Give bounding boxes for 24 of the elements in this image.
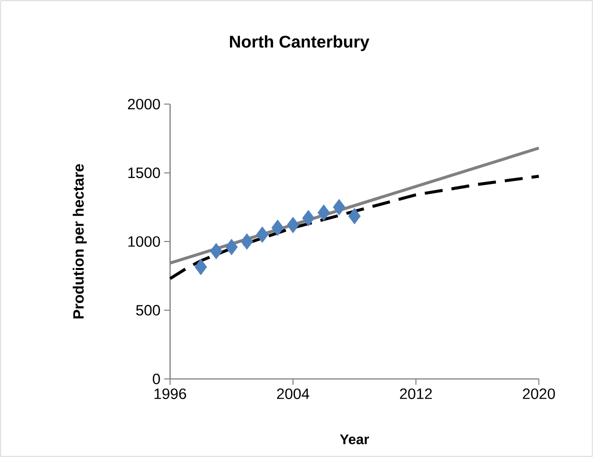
y-tick-label: 1500 xyxy=(128,167,160,178)
point xyxy=(348,208,361,224)
point xyxy=(194,258,208,276)
point xyxy=(210,242,222,260)
y-tick-label: 1000 xyxy=(128,236,160,247)
point xyxy=(286,216,300,234)
point xyxy=(240,233,254,250)
point xyxy=(271,220,284,236)
point xyxy=(302,210,315,226)
x-tick-label: 1996 xyxy=(154,388,186,400)
point xyxy=(318,204,330,221)
chart-title: North Canterbury xyxy=(230,35,370,52)
y-tick-label: 0 xyxy=(152,374,160,384)
x-tick-label: 2004 xyxy=(277,388,310,400)
point xyxy=(332,198,346,216)
y-tick-label: 2000 xyxy=(128,98,160,110)
y-tick-label: 500 xyxy=(136,304,160,316)
point xyxy=(256,226,268,243)
line-series xyxy=(168,174,540,280)
y-axis-title: Prodution per hectare xyxy=(72,164,87,318)
x-tick-label: 2020 xyxy=(522,388,555,400)
x-tick-label: 2012 xyxy=(400,388,432,400)
point xyxy=(225,238,238,256)
x-axis-title: Year xyxy=(340,434,370,444)
